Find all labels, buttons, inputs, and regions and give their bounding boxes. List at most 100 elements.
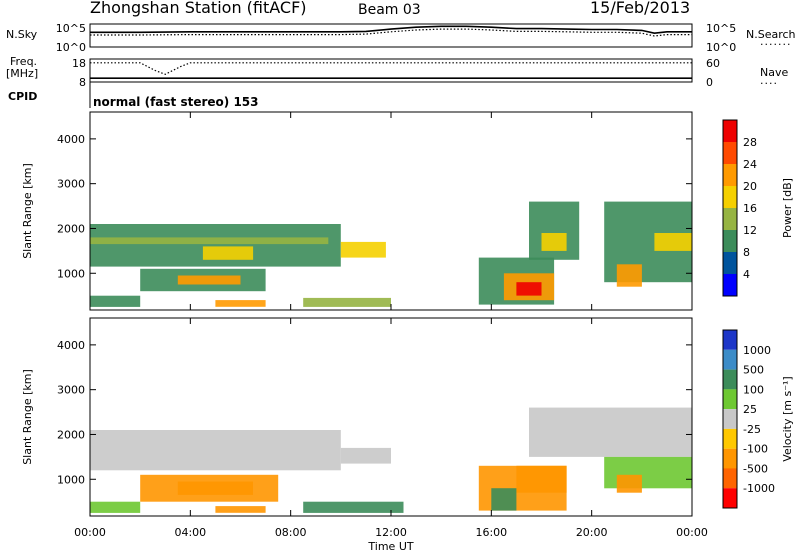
velocity-colorbar-swatch-3 (723, 389, 737, 410)
nave-label: Nave (760, 66, 789, 79)
velocity-colorbar-tick-7: -1000 (743, 482, 775, 495)
velocity-xtick-label-4: 16:00 (475, 526, 507, 539)
power-colorbar-swatch-5 (723, 164, 737, 186)
velocity-colorbar-swatch-0 (723, 330, 737, 350)
velocity-colorbar-label: Velocity [m s⁻¹] (781, 376, 794, 461)
velocity-colorbar-frame (722, 329, 738, 509)
power-ytick-label-2: 3000 (57, 178, 85, 191)
velocity-ytick-label-0: 1000 (57, 473, 85, 486)
velocity-colorbar-tick-0: 1000 (743, 344, 771, 357)
nsearch-label: N.Search (746, 28, 796, 41)
freq-label-line2: [MHz] (6, 67, 39, 80)
velocity-xlabel: Time UT (367, 540, 413, 553)
freq-left-tick-top: 18 (72, 57, 86, 70)
power-colorbar-tick-5: 24 (743, 158, 757, 171)
velocity-xtick-label-2: 08:00 (275, 526, 307, 539)
power-colorbar-swatch-4 (723, 186, 737, 208)
velocity-xtick-label-0: 00:00 (74, 526, 106, 539)
power-colorbar-swatch-1 (723, 252, 737, 274)
velocity-colorbar-tick-3: 25 (743, 403, 757, 416)
noise-series-0 (90, 25, 692, 35)
power-colorbar-swatch-0 (723, 274, 737, 296)
frequency-panel: 18 8 60 0 (72, 57, 720, 89)
power-colorbar-tick-3: 16 (743, 202, 757, 215)
freq-right-tick-bottom: 0 (706, 76, 713, 89)
power-patch-7 (340, 241, 386, 258)
freq-left-tick-bottom: 8 (79, 76, 86, 89)
nsky-label: N.Sky (6, 28, 38, 41)
velocity-colorbar-tick-6: -500 (743, 462, 768, 475)
noise-right-tick-top: 10^5 (706, 22, 736, 35)
power-patch-4 (177, 275, 241, 285)
velocity-patch-0 (90, 430, 341, 471)
power-patch-15 (616, 264, 642, 287)
velocity-colorbar-swatch-2 (723, 369, 737, 390)
power-patch-11 (516, 282, 542, 296)
velocity-colorbar-swatch-7 (723, 468, 737, 489)
power-ytick-label-0: 1000 (57, 267, 85, 280)
velocity-ytick-label-2: 3000 (57, 384, 85, 397)
freq-series-1 (90, 62, 692, 75)
power-colorbar-tick-4: 20 (743, 180, 757, 193)
velocity-patch-9 (491, 488, 517, 511)
noise-left-tick-top: 10^5 (56, 22, 86, 35)
velocity-xtick-label-5: 20:00 (576, 526, 608, 539)
station-title: Zhongshan Station (fitACF) (90, 0, 307, 17)
velocity-patch-8 (516, 465, 567, 493)
velocity-patch-4 (90, 501, 141, 513)
velocity-colorbar-swatch-8 (723, 488, 737, 508)
nave-dots: ···· (760, 77, 778, 90)
noise-left-tick-bottom: 10^0 (56, 41, 86, 54)
noise-frame (89, 23, 693, 48)
velocity-colorbar-swatch-4 (723, 409, 737, 429)
nsearch-dots: ······· (760, 38, 792, 51)
freq-label-line1: Freq. (10, 55, 38, 68)
power-patch-5 (90, 295, 141, 307)
noise-right-tick-bottom: 10^0 (706, 41, 736, 54)
power-colorbar-tick-0: 4 (743, 268, 750, 281)
power-patch-2 (202, 246, 254, 260)
velocity-colorbar-tick-1: 500 (743, 364, 764, 377)
velocity-patch-12 (616, 474, 642, 493)
velocity-xtick-label-1: 04:00 (174, 526, 206, 539)
power-patch-1 (90, 237, 329, 245)
power-colorbar-tick-1: 8 (743, 246, 750, 259)
power-colorbar-frame (722, 119, 738, 297)
velocity-colorbar-swatch-5 (723, 428, 737, 449)
power-ylabel: Slant Range [km] (21, 163, 34, 259)
power-panel: 1000 2000 3000 4000 Slant Range [km] (21, 111, 693, 311)
velocity-xtick-label-6: 00:00 (676, 526, 708, 539)
power-ytick-label-1: 2000 (57, 222, 85, 235)
noise-panel: 10^5 10^0 10^5 10^0 (56, 22, 736, 54)
velocity-colorbar-tick-2: 100 (743, 383, 764, 396)
power-colorbar-swatch-7 (723, 120, 737, 142)
power-patch-16 (654, 233, 692, 251)
cpid-label: CPID (8, 90, 38, 103)
date-label: 15/Feb/2013 (590, 0, 691, 17)
velocity-patch-6 (340, 447, 391, 464)
velocity-xtick-label-3: 12:00 (375, 526, 407, 539)
power-ytick-label-3: 4000 (57, 133, 85, 146)
velocity-colorbar-swatch-1 (723, 349, 737, 370)
velocity-ylabel: Slant Range [km] (21, 369, 34, 465)
power-colorbar-tick-2: 12 (743, 224, 757, 237)
power-colorbar-swatch-2 (723, 230, 737, 252)
velocity-colorbar-tick-4: -25 (743, 423, 761, 436)
velocity-colorbar-tick-5: -100 (743, 443, 768, 456)
velocity-patch-5 (303, 501, 404, 513)
power-colorbar-swatch-6 (723, 142, 737, 164)
power-patch-8 (303, 297, 391, 307)
power-colorbar-swatch-3 (723, 208, 737, 230)
velocity-patch-3 (215, 506, 266, 513)
power-patch-13 (541, 233, 567, 251)
freq-frame (89, 58, 693, 83)
power-patch-0 (90, 224, 341, 267)
power-colorbar-label: Power [dB] (781, 178, 794, 238)
noise-series-1 (90, 28, 692, 37)
velocity-ytick-label-1: 2000 (57, 428, 85, 441)
beam-label: Beam 03 (358, 2, 421, 18)
velocity-colorbar: 1000 500 100 25 -25 -100 -500 -1000 Velocity [m … (722, 329, 794, 509)
velocity-colorbar-swatch-6 (723, 448, 737, 469)
freq-right-tick-top: 60 (706, 57, 720, 70)
